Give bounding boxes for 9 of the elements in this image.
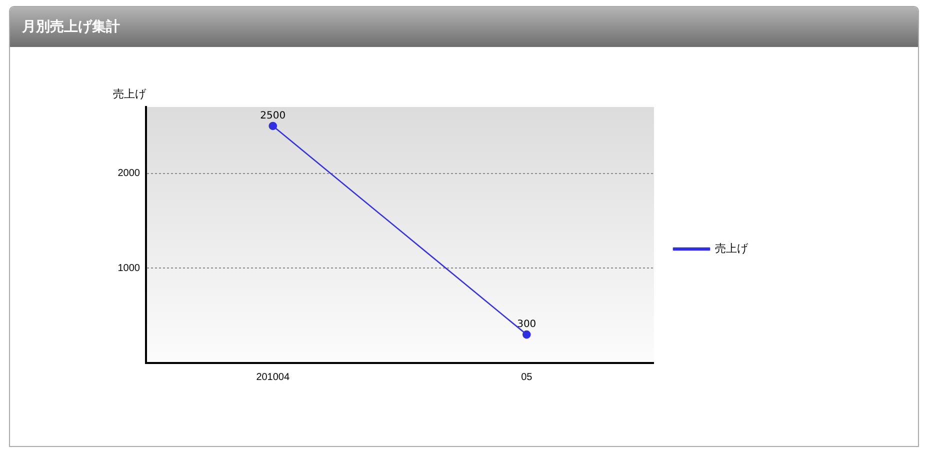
- x-tick-label: 05: [521, 372, 533, 383]
- legend-label: 売上げ: [715, 242, 749, 255]
- data-label: 2500: [260, 110, 286, 122]
- y-tick-label: 2000: [118, 168, 140, 180]
- y-tick-label: 1000: [118, 262, 140, 274]
- x-tick-label: 201004: [256, 372, 290, 383]
- y-axis-title: 売上げ: [113, 87, 147, 100]
- chart-title: 月別売上げ集計: [10, 7, 918, 47]
- data-label: 300: [517, 319, 536, 330]
